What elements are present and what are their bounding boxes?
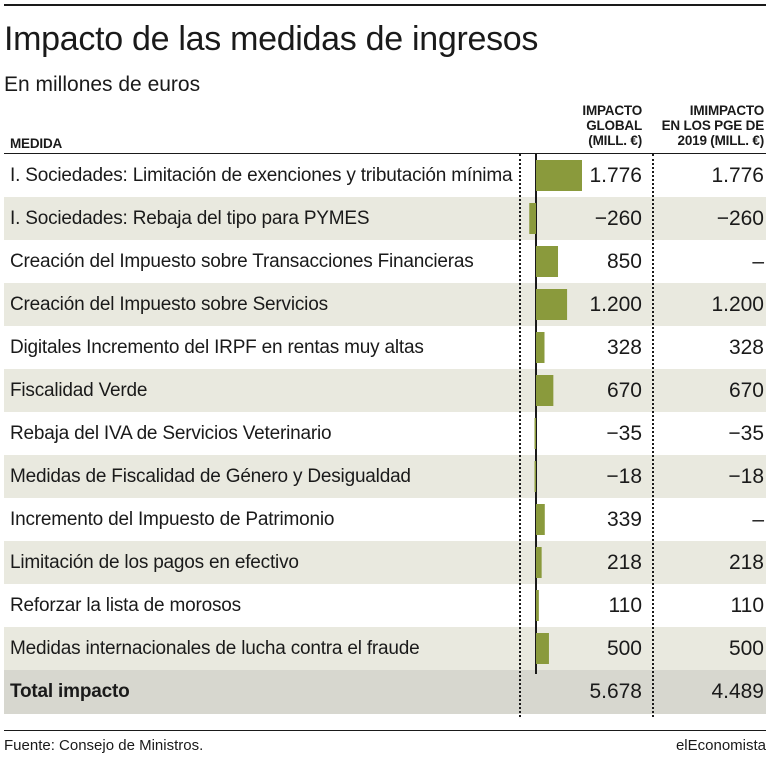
row-pge-value: – bbox=[752, 507, 764, 531]
row-pge-value: 500 bbox=[728, 636, 764, 660]
column-header-medida: MEDIDA bbox=[10, 136, 63, 151]
column-divider-dotted bbox=[519, 154, 521, 717]
table-row: I. Sociedades: Rebaja del tipo para PYME… bbox=[4, 197, 766, 240]
row-global-value: 339 bbox=[606, 507, 642, 531]
row-global-value: −18 bbox=[606, 464, 642, 488]
row-pge-value: 328 bbox=[728, 335, 764, 359]
header-rule bbox=[4, 153, 766, 154]
table-row: Creación del Impuesto sobre Transaccione… bbox=[4, 240, 766, 283]
row-global-value: −260 bbox=[594, 206, 642, 230]
row-label: Medidas internacionales de lucha contra … bbox=[10, 637, 420, 659]
column-header-line: IMIMPACTO bbox=[689, 103, 764, 118]
row-label: Rebaja del IVA de Servicios Veterinario bbox=[10, 422, 332, 444]
table-row: Incremento del Impuesto de Patrimonio 33… bbox=[4, 498, 766, 541]
row-pge-value: 670 bbox=[728, 378, 764, 402]
column-header-line: (MILL. €) bbox=[588, 133, 642, 148]
row-global-value: 1.776 bbox=[589, 163, 642, 187]
column-header-line: 2019 (MILL. €) bbox=[677, 133, 765, 148]
table-row: Fiscalidad Verde 670 670 bbox=[4, 369, 766, 412]
row-pge-value: – bbox=[752, 249, 764, 273]
data-table: I. Sociedades: Limitación de exenciones … bbox=[4, 154, 766, 714]
chart-title: Impacto de las medidas de ingresos bbox=[4, 20, 539, 58]
bottom-rule bbox=[4, 730, 766, 731]
row-label: Medidas de Fiscalidad de Género y Desigu… bbox=[10, 465, 411, 487]
row-pge-value: 110 bbox=[730, 593, 764, 617]
row-pge-value: 1.200 bbox=[711, 292, 764, 316]
brand-name: elEconomista bbox=[675, 737, 766, 754]
column-header-line: EN LOS PGE DE bbox=[661, 118, 765, 133]
column-header-line: IMPACTO bbox=[582, 103, 642, 118]
source-note: Fuente: Consejo de Ministros. bbox=[4, 737, 204, 754]
table-row: Medidas de Fiscalidad de Género y Desigu… bbox=[4, 455, 766, 498]
top-rule bbox=[4, 4, 766, 6]
column-header-line: GLOBAL bbox=[586, 118, 642, 133]
row-global-value: 1.200 bbox=[589, 292, 642, 316]
row-pge-value: −18 bbox=[728, 464, 764, 488]
row-global-value: 218 bbox=[606, 550, 642, 574]
row-label: Fiscalidad Verde bbox=[10, 379, 148, 401]
row-global-value: 110 bbox=[608, 593, 642, 617]
column-header-impacto-pge: IMIMPACTO EN LOS PGE DE 2019 (MILL. €) bbox=[661, 103, 765, 148]
row-label: Creación del Impuesto sobre Transaccione… bbox=[10, 250, 474, 272]
total-global-value: 5.678 bbox=[589, 680, 642, 703]
total-row: Total impacto 5.678 4.489 bbox=[4, 670, 766, 714]
row-pge-value: 218 bbox=[728, 550, 764, 574]
row-pge-value: −260 bbox=[716, 206, 764, 230]
row-label: I. Sociedades: Limitación de exenciones … bbox=[10, 164, 513, 186]
row-global-value: 328 bbox=[606, 335, 642, 359]
column-header-impacto-global: IMPACTO GLOBAL (MILL. €) bbox=[582, 103, 642, 148]
table-row: Digitales Incremento del IRPF en rentas … bbox=[4, 326, 766, 369]
bar-zero-axis bbox=[535, 154, 537, 674]
table-row: Rebaja del IVA de Servicios Veterinario … bbox=[4, 412, 766, 455]
row-global-value: 500 bbox=[606, 636, 642, 660]
table-row: Creación del Impuesto sobre Servicios 1.… bbox=[4, 283, 766, 326]
total-pge-value: 4.489 bbox=[711, 680, 764, 703]
table-row: Reforzar la lista de morosos 110 110 bbox=[4, 584, 766, 627]
row-global-value: 670 bbox=[606, 378, 642, 402]
row-global-value: −35 bbox=[606, 421, 642, 445]
row-label: I. Sociedades: Rebaja del tipo para PYME… bbox=[10, 207, 370, 229]
chart-subtitle: En millones de euros bbox=[4, 73, 201, 96]
row-label: Creación del Impuesto sobre Servicios bbox=[10, 293, 328, 315]
row-pge-value: −35 bbox=[728, 421, 764, 445]
table-row: Medidas internacionales de lucha contra … bbox=[4, 627, 766, 670]
table-row: I. Sociedades: Limitación de exenciones … bbox=[4, 154, 766, 197]
column-divider-dotted bbox=[652, 154, 654, 717]
row-label: Limitación de los pagos en efectivo bbox=[10, 551, 299, 573]
row-global-value: 850 bbox=[606, 249, 642, 273]
total-label: Total impacto bbox=[10, 681, 130, 702]
table-row: Limitación de los pagos en efectivo 218 … bbox=[4, 541, 766, 584]
row-label: Reforzar la lista de morosos bbox=[10, 594, 241, 616]
row-label: Incremento del Impuesto de Patrimonio bbox=[10, 508, 335, 530]
row-pge-value: 1.776 bbox=[711, 163, 764, 187]
row-label: Digitales Incremento del IRPF en rentas … bbox=[10, 336, 424, 358]
